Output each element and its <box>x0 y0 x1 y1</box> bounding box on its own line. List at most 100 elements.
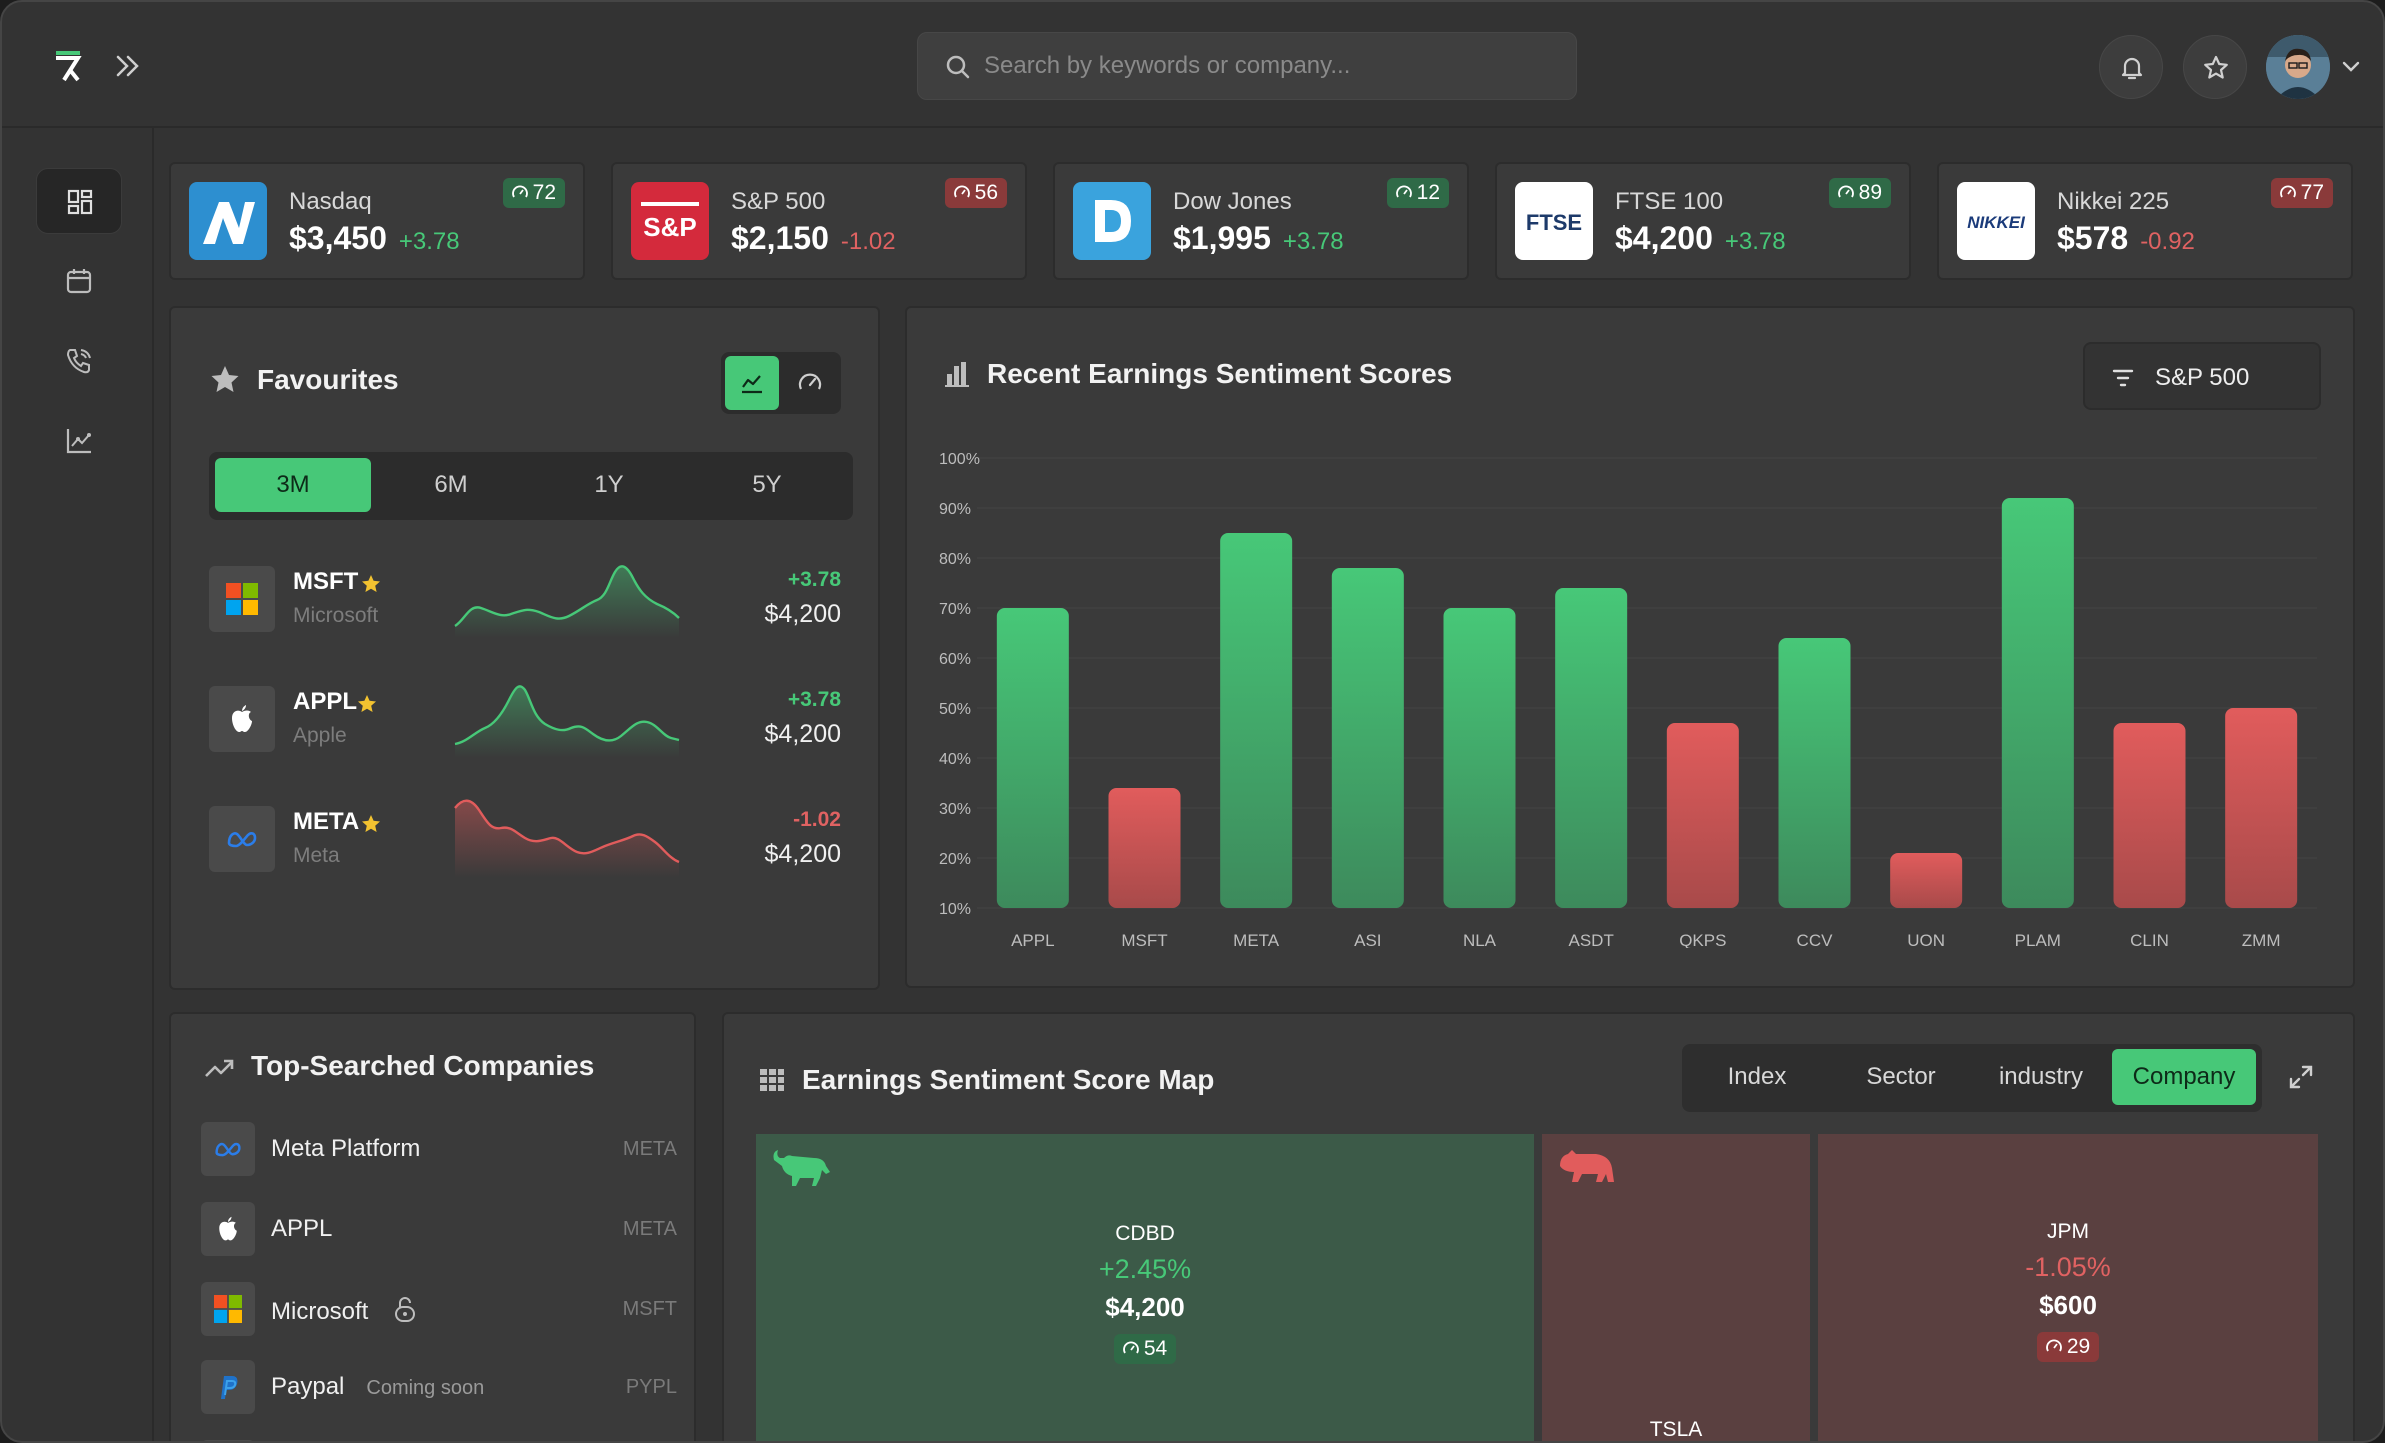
map-tile-cdbd[interactable]: CDBD +2.45% $4,200 54 <box>756 1134 1534 1441</box>
sidebar-item-calls[interactable] <box>36 328 122 394</box>
bar-asi[interactable] <box>1331 568 1404 908</box>
bar-ccv[interactable] <box>1778 638 1851 908</box>
star-outline-icon <box>2204 55 2228 79</box>
bear-icon <box>1560 1150 1614 1182</box>
tile-change: -1.05% <box>2025 1252 2111 1282</box>
index-value: $3,450 +3.78 <box>289 220 460 256</box>
map-tile-tsla[interactable]: TSLA <box>1542 1134 1810 1441</box>
trending-up-icon <box>205 1059 234 1077</box>
search-icon <box>946 55 970 79</box>
filter-icon <box>2112 369 2134 387</box>
favourite-row-msft[interactable]: MSFT Microsoft +3.78 $4,200 <box>209 565 853 638</box>
tile-price: $4,200 <box>1105 1292 1185 1322</box>
view-sector[interactable]: Sector <box>1866 1063 1936 1090</box>
favourites-panel: Favourites 3M 6M 1Y 5Y MSFT Microsoft <box>169 306 880 990</box>
period-3m[interactable]: 3M <box>215 458 371 512</box>
favourite-star-icon[interactable] <box>357 694 377 714</box>
search-bar[interactable] <box>917 32 1577 100</box>
bar-uon[interactable] <box>1890 853 1963 908</box>
x-tick-label: ZMM <box>2242 931 2281 948</box>
sidebar-item-calendar[interactable] <box>36 248 122 314</box>
x-tick-label: META <box>1233 931 1280 948</box>
index-card-nikkei-225[interactable]: NIKKEI Nikkei 225 $578 -0.92 77 <box>1937 162 2353 280</box>
line-chart-icon <box>742 375 762 394</box>
avatar[interactable] <box>2266 35 2330 99</box>
favourite-star-icon[interactable] <box>361 574 381 594</box>
favourite-price: $4,200 <box>764 840 841 868</box>
index-card-ftse-100[interactable]: FTSE FTSE 100 $4,200 +3.78 89 <box>1495 162 1911 280</box>
view-company[interactable]: Company <box>2112 1049 2256 1105</box>
tile-change: +2.45% <box>1098 1254 1192 1284</box>
index-card-nasdaq[interactable]: Nasdaq $3,450 +3.78 72 <box>169 162 585 280</box>
y-tick-label: 30% <box>939 801 971 818</box>
favourite-company: Apple <box>293 724 347 747</box>
company-ticker: PYPL <box>625 1376 677 1398</box>
calendar-icon <box>66 269 92 294</box>
period-6m[interactable]: 6M <box>434 471 468 498</box>
gauge-view-button[interactable] <box>783 356 837 410</box>
chart-view-button[interactable] <box>725 356 779 410</box>
top-searched-panel: Top-Searched Companies Meta Platform MET… <box>169 1012 696 1441</box>
index-name: Dow Jones <box>1173 188 1292 215</box>
app-logo-icon[interactable] <box>50 48 86 84</box>
bar-zmm[interactable] <box>2225 708 2298 908</box>
favourite-ticker: MSFT <box>293 568 359 595</box>
expand-sidebar-icon[interactable] <box>110 48 146 84</box>
period-5y[interactable]: 5Y <box>752 471 782 498</box>
bar-clin[interactable] <box>2113 723 2186 908</box>
bar-appl[interactable] <box>996 608 1069 908</box>
bar-chart-icon <box>945 362 969 387</box>
bar-msft[interactable] <box>1108 788 1181 908</box>
gauge-icon <box>1122 1341 1139 1354</box>
bar-meta[interactable] <box>1220 533 1293 908</box>
favourite-ticker: APPL <box>293 688 358 715</box>
view-index[interactable]: Index <box>1727 1063 1787 1090</box>
bar-qkps[interactable] <box>1666 723 1739 908</box>
index-value: $578 -0.92 <box>2057 220 2195 256</box>
top-searched-row-appl[interactable]: APPL META <box>201 1202 677 1260</box>
top-searched-row-meta[interactable]: Meta Platform META <box>201 1122 677 1180</box>
company-name: APPL <box>271 1215 333 1242</box>
index-filter-button[interactable]: S&P 500 <box>2083 342 2321 410</box>
gauge-icon <box>798 373 822 390</box>
period-selector: 3M 6M 1Y 5Y <box>209 452 853 520</box>
map-tile-jpm[interactable]: JPM -1.05% $600 29 <box>1818 1134 2318 1441</box>
bar-asdt[interactable] <box>1555 588 1628 908</box>
x-tick-label: UON <box>1907 931 1945 948</box>
period-1y[interactable]: 1Y <box>594 471 624 498</box>
tile-score-badge: 29 <box>2036 1332 2100 1362</box>
favourite-change: -1.02 <box>793 808 841 831</box>
view-industry[interactable]: industry <box>1998 1063 2084 1090</box>
favourites-button[interactable] <box>2183 35 2247 99</box>
sentiment-chart-panel: Recent Earnings Sentiment Scores S&P 500… <box>905 306 2355 988</box>
top-searched-row-paypal[interactable]: Paypal Coming soon PYPL <box>201 1360 677 1418</box>
favourite-company: Meta <box>293 844 340 867</box>
favourite-row-appl[interactable]: APPL Apple +3.78 $4,200 <box>209 685 853 758</box>
search-input[interactable] <box>984 33 1564 99</box>
favourite-price: $4,200 <box>764 720 841 748</box>
favourite-change: +3.78 <box>787 568 841 591</box>
favourite-star-icon[interactable] <box>361 814 381 834</box>
chevron-down-icon[interactable] <box>2338 54 2364 80</box>
y-tick-label: 100% <box>939 451 980 468</box>
x-tick-label: CCV <box>1797 931 1834 948</box>
notifications-button[interactable] <box>2099 35 2163 99</box>
index-card-sp500[interactable]: S&P S&P 500 $2,150 -1.02 56 <box>611 162 1027 280</box>
index-change: -0.92 <box>2140 228 2195 255</box>
top-searched-row-microsoft[interactable]: Microsoft MSFT <box>201 1282 677 1340</box>
user-photo-icon <box>2266 35 2330 99</box>
svg-text:S&P: S&P <box>643 212 696 242</box>
favourite-row-meta[interactable]: META Meta -1.02 $4,200 <box>209 799 853 878</box>
sidebar-item-dashboard[interactable] <box>36 168 122 234</box>
index-card-dow-jones[interactable]: Dow Jones $1,995 +3.78 12 <box>1053 162 1469 280</box>
expand-icon[interactable] <box>2286 1062 2316 1092</box>
index-value: $1,995 +3.78 <box>1173 220 1344 256</box>
sidebar-item-analytics[interactable] <box>36 408 122 474</box>
top-searched-row-next[interactable] <box>201 1440 677 1441</box>
sentiment-badge: 56 <box>944 178 1007 208</box>
sp500-logo-icon: S&P <box>631 182 709 260</box>
bar-plam[interactable] <box>2001 498 2074 908</box>
bar-nla[interactable] <box>1443 608 1516 908</box>
x-tick-label: ASDT <box>1568 931 1613 948</box>
company-ticker: META <box>622 1138 677 1160</box>
